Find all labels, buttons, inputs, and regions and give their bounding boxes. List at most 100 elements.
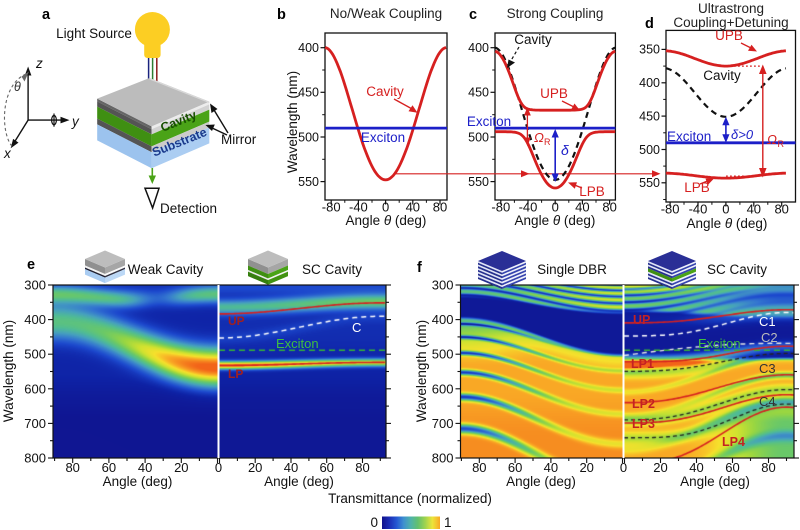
- svg-text:C: C: [352, 320, 361, 335]
- svg-text:60: 60: [319, 460, 333, 475]
- svg-text:80: 80: [472, 460, 486, 475]
- svg-text:Angle (deg): Angle (deg): [680, 474, 750, 489]
- svg-text:Detection: Detection: [160, 201, 217, 216]
- svg-text:400: 400: [468, 41, 489, 55]
- svg-text:Cavity: Cavity: [366, 84, 404, 99]
- svg-text:0: 0: [382, 200, 389, 215]
- svg-text:UP: UP: [228, 314, 245, 328]
- svg-text:Wavelength (nm): Wavelength (nm): [285, 71, 300, 173]
- svg-text:600: 600: [24, 381, 46, 396]
- svg-text:40: 40: [406, 200, 420, 215]
- svg-text:-80: -80: [322, 200, 341, 215]
- svg-text:LP3: LP3: [632, 417, 655, 431]
- svg-text:550: 550: [298, 175, 319, 189]
- svg-text:400: 400: [298, 41, 319, 55]
- svg-text:400: 400: [24, 312, 46, 327]
- svg-text:Exciton: Exciton: [467, 114, 511, 129]
- svg-text:550: 550: [468, 175, 489, 189]
- svg-text:R: R: [544, 137, 551, 147]
- svg-text:f: f: [417, 260, 422, 276]
- svg-text:20: 20: [653, 460, 667, 475]
- svg-text:Wavelength (nm): Wavelength (nm): [1, 320, 16, 422]
- svg-text:C4: C4: [759, 394, 776, 409]
- svg-text:UPB: UPB: [715, 28, 743, 43]
- svg-text:40: 40: [544, 460, 558, 475]
- svg-text:SC Cavity: SC Cavity: [302, 262, 362, 277]
- svg-text:60: 60: [508, 460, 522, 475]
- svg-text:θ: θ: [14, 80, 21, 94]
- svg-text:80: 80: [65, 460, 79, 475]
- svg-text:δ>0: δ>0: [731, 127, 754, 142]
- svg-text:Strong Coupling: Strong Coupling: [507, 6, 604, 21]
- svg-text:LP: LP: [228, 367, 243, 381]
- svg-text:Cavity: Cavity: [703, 68, 741, 83]
- svg-text:Exciton: Exciton: [667, 129, 711, 144]
- svg-text:-40: -40: [519, 200, 538, 215]
- svg-text:Weak Cavity: Weak Cavity: [128, 262, 204, 277]
- svg-text:0: 0: [215, 460, 222, 475]
- svg-text:80: 80: [774, 202, 788, 217]
- svg-text:80: 80: [355, 460, 369, 475]
- svg-text:UP: UP: [633, 313, 650, 327]
- svg-text:20: 20: [579, 460, 593, 475]
- svg-text:LPB: LPB: [684, 180, 710, 195]
- svg-text:0: 0: [370, 515, 378, 530]
- svg-text:-40: -40: [349, 200, 368, 215]
- svg-text:700: 700: [432, 416, 454, 431]
- svg-text:Exciton: Exciton: [276, 336, 319, 351]
- svg-text:500: 500: [24, 347, 46, 362]
- svg-text:0: 0: [552, 200, 559, 215]
- svg-text:Ω: Ω: [767, 132, 777, 147]
- svg-text:-80: -80: [491, 200, 510, 215]
- svg-text:C1: C1: [759, 314, 776, 329]
- svg-text:1: 1: [444, 515, 452, 530]
- svg-text:y: y: [71, 114, 80, 129]
- svg-text:500: 500: [468, 130, 489, 144]
- svg-text:400: 400: [432, 312, 454, 327]
- svg-text:c: c: [469, 7, 477, 23]
- svg-text:Angle θ (deg): Angle θ (deg): [515, 213, 596, 228]
- svg-text:500: 500: [298, 130, 319, 144]
- svg-text:40: 40: [689, 460, 703, 475]
- svg-text:x: x: [3, 146, 12, 161]
- svg-text:d: d: [645, 16, 654, 32]
- svg-text:40: 40: [284, 460, 298, 475]
- svg-text:a: a: [42, 7, 51, 23]
- svg-text:Mirror: Mirror: [221, 132, 257, 147]
- svg-text:Angle (deg): Angle (deg): [264, 474, 334, 489]
- svg-text:No/Weak Coupling: No/Weak Coupling: [330, 6, 442, 21]
- svg-text:Angle (deg): Angle (deg): [506, 474, 576, 489]
- svg-text:80: 80: [433, 200, 447, 215]
- svg-text:700: 700: [24, 416, 46, 431]
- svg-text:60: 60: [725, 460, 739, 475]
- svg-text:Single DBR: Single DBR: [537, 262, 607, 277]
- svg-text:LP2: LP2: [632, 397, 655, 411]
- svg-text:Angle θ (deg): Angle θ (deg): [346, 213, 427, 228]
- svg-text:300: 300: [432, 278, 454, 293]
- svg-text:400: 400: [639, 76, 660, 90]
- svg-text:450: 450: [639, 109, 660, 123]
- svg-text:Coupling+Detuning: Coupling+Detuning: [673, 15, 788, 30]
- svg-text:C2: C2: [761, 330, 778, 345]
- svg-text:SC Cavity: SC Cavity: [707, 262, 767, 277]
- svg-text:R: R: [778, 139, 785, 149]
- svg-text:-80: -80: [661, 202, 680, 217]
- svg-text:600: 600: [432, 381, 454, 396]
- svg-text:UPB: UPB: [540, 86, 568, 101]
- svg-text:b: b: [277, 7, 286, 23]
- svg-text:0: 0: [722, 202, 729, 217]
- svg-text:Ultrastrong: Ultrastrong: [698, 1, 764, 16]
- svg-text:80: 80: [602, 200, 616, 215]
- svg-text:Cavity: Cavity: [514, 32, 552, 47]
- svg-text:Transmittance (normalized): Transmittance (normalized): [328, 491, 492, 506]
- svg-text:-40: -40: [689, 202, 708, 217]
- svg-text:80: 80: [761, 460, 775, 475]
- svg-text:Exciton: Exciton: [361, 130, 405, 145]
- svg-text:LP1: LP1: [631, 357, 654, 371]
- svg-text:Ω: Ω: [534, 130, 544, 145]
- svg-text:Angle (deg): Angle (deg): [103, 474, 173, 489]
- svg-text:C3: C3: [759, 361, 776, 376]
- svg-text:Wavelength (nm): Wavelength (nm): [414, 320, 429, 422]
- svg-text:60: 60: [102, 460, 116, 475]
- svg-text:450: 450: [468, 86, 489, 100]
